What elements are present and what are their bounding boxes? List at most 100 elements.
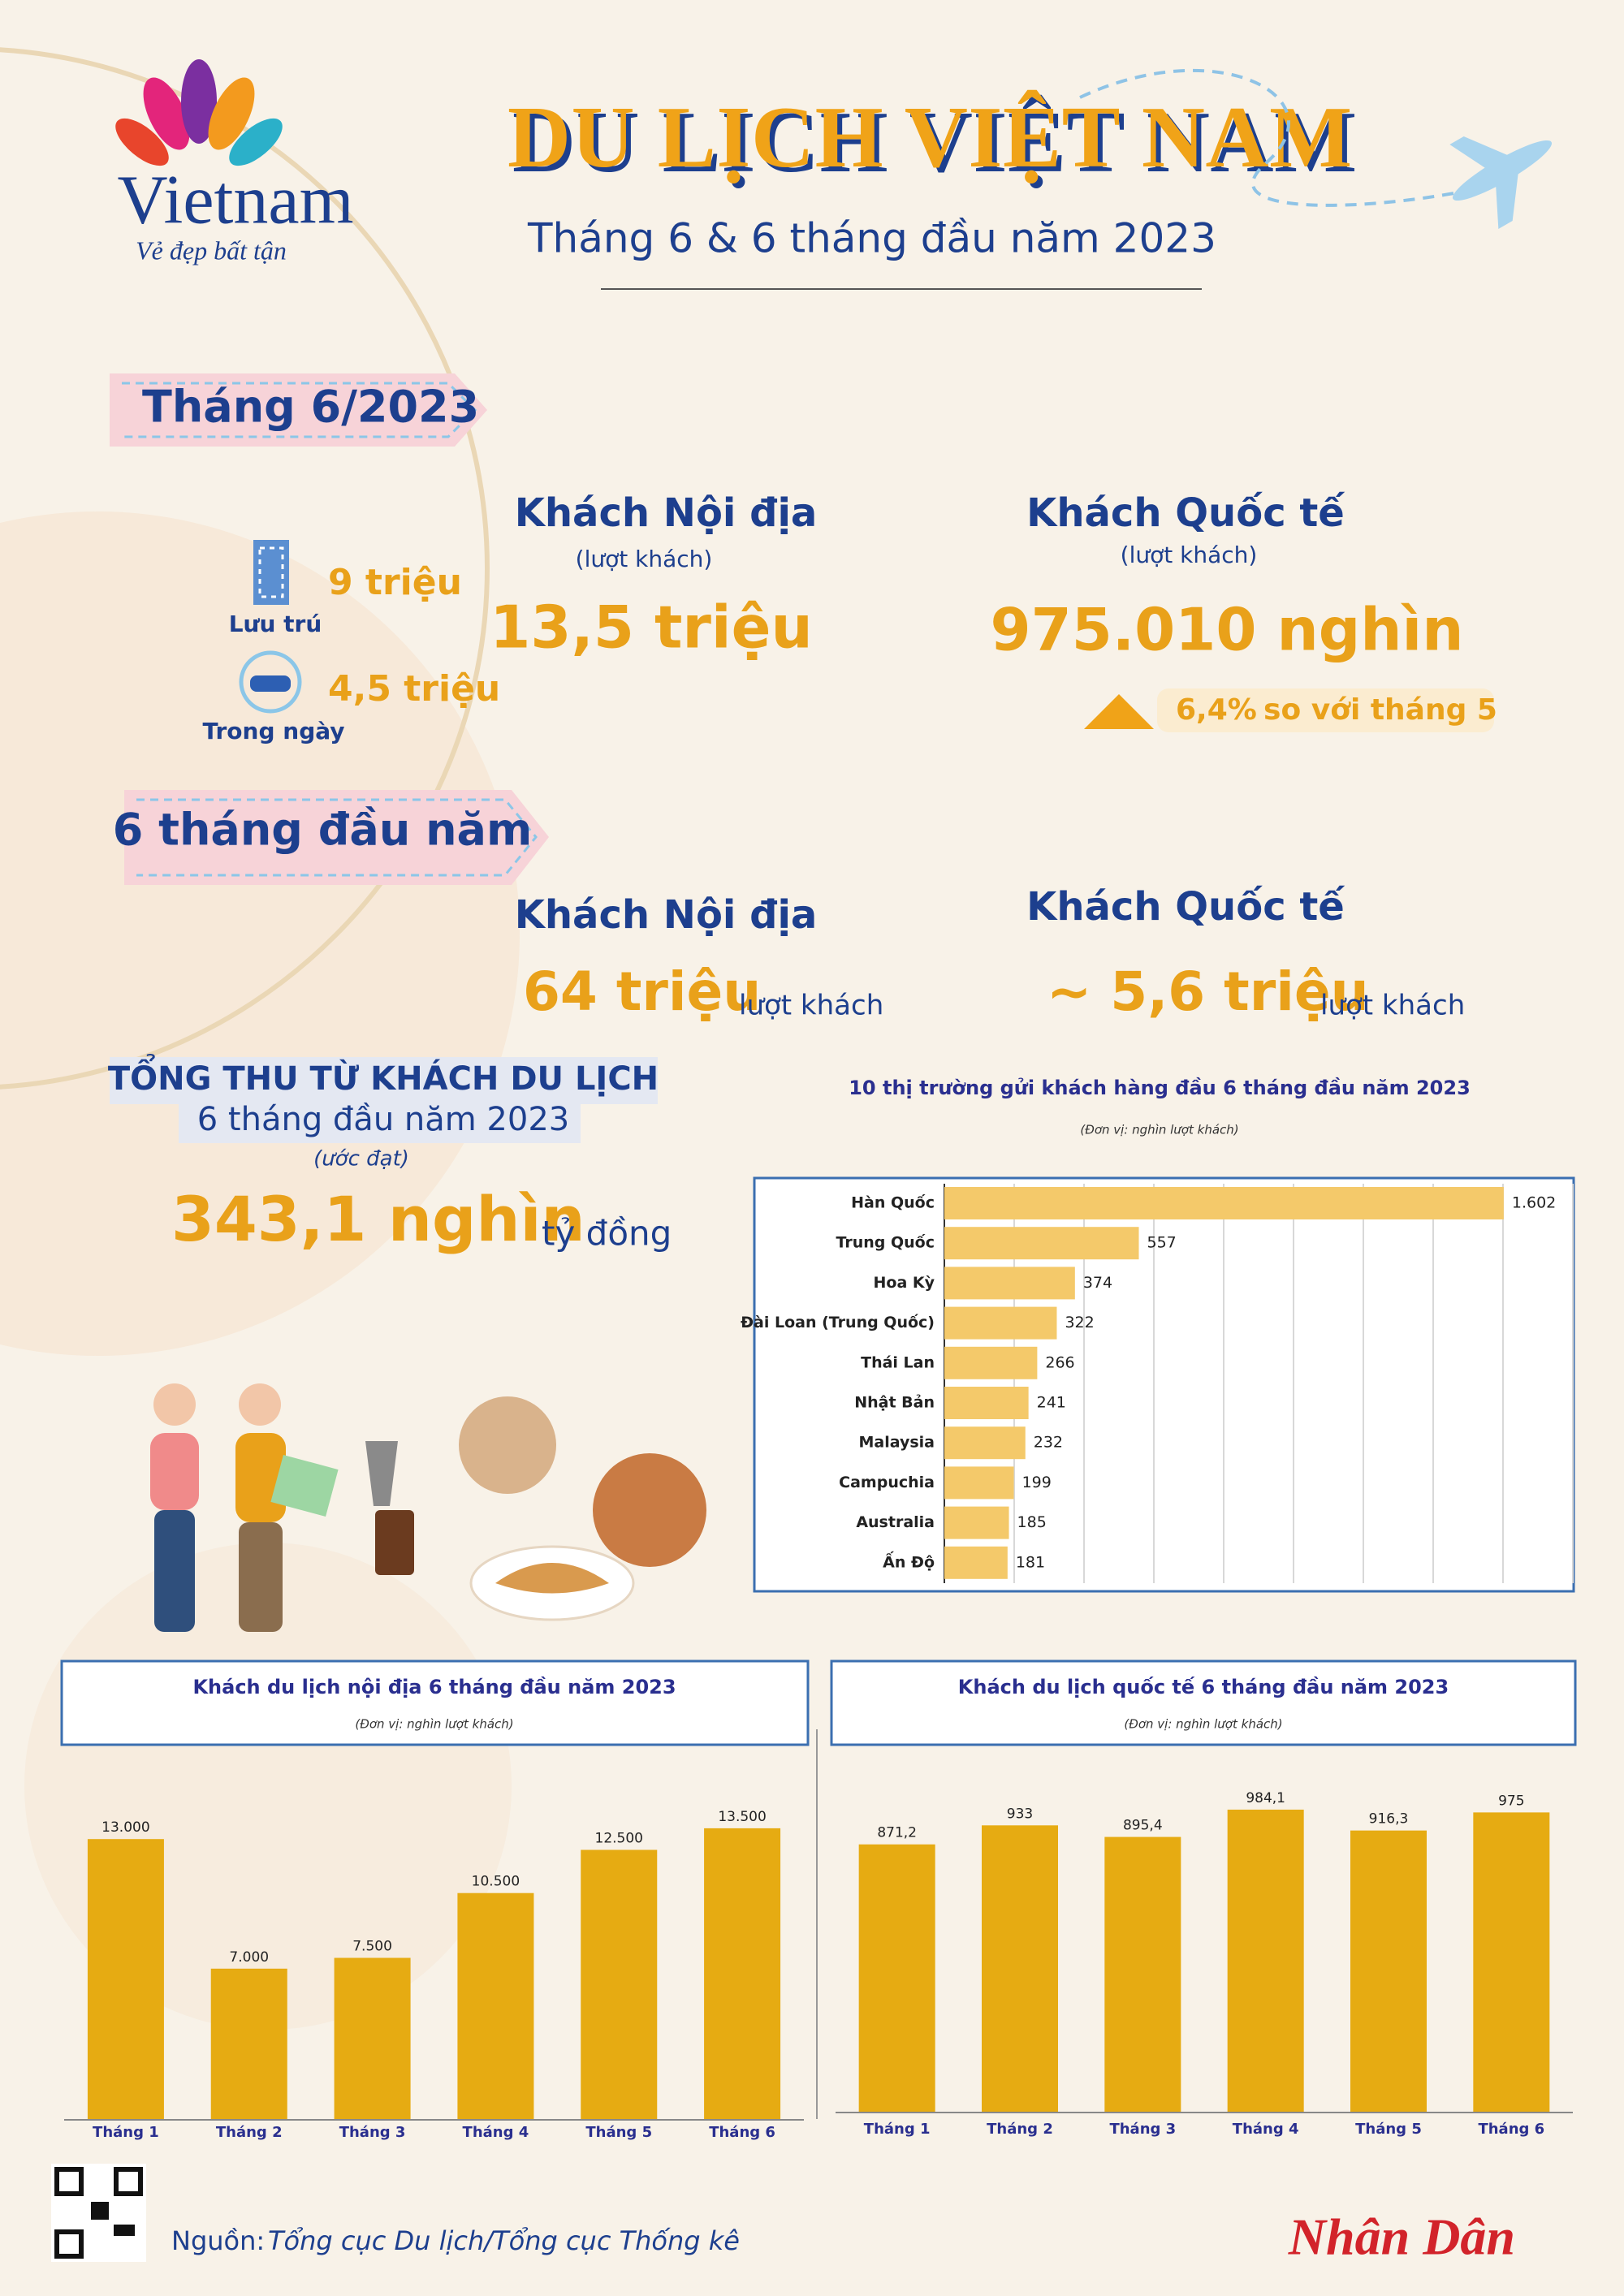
traveler-legs <box>154 1510 195 1632</box>
traveler-body <box>150 1433 199 1510</box>
revenue-unit: tỷ đồng <box>542 1214 672 1254</box>
car-icon <box>239 650 302 714</box>
decor-circle <box>0 511 520 1356</box>
bar <box>944 1187 1504 1219</box>
source: Tổng cục Du lịch/Tổng cục Thống kê <box>268 2225 740 2256</box>
bar <box>944 1346 1038 1379</box>
category-label: Campuchia <box>839 1474 935 1491</box>
revenue-box <box>110 1057 658 1104</box>
bar <box>581 1849 658 2120</box>
bar <box>1227 1809 1304 2113</box>
logo-slogan: Vẻ đẹp bất tận <box>136 235 287 265</box>
qr-module <box>91 2202 109 2220</box>
x-tick-label: Tháng 6 <box>1478 2121 1544 2138</box>
chart-title: Khách du lịch nội địa 6 tháng đầu năm 20… <box>192 1676 676 1698</box>
coffee-filter <box>365 1441 398 1506</box>
domestic-label: Khách Nội địa <box>515 892 818 938</box>
logo-name: Vietnam <box>118 161 354 239</box>
bar <box>210 1968 287 2120</box>
petal <box>143 77 190 150</box>
domestic-value: 13,5 triệu <box>490 593 812 662</box>
x-tick-label: Tháng 1 <box>864 2121 931 2138</box>
up-arrow <box>1084 694 1154 729</box>
category-label: Australia <box>856 1513 935 1531</box>
bar <box>944 1227 1139 1260</box>
category-label: Malaysia <box>858 1434 935 1452</box>
x-tick-label: Tháng 4 <box>1233 2121 1299 2138</box>
change-comparison: so với tháng 5 <box>1263 693 1497 727</box>
breakdown-value: 4,5 triệu <box>328 668 500 710</box>
banh-mi <box>495 1563 609 1594</box>
bar <box>334 1957 411 2120</box>
category-label: Hàn Quốc <box>851 1193 935 1212</box>
x-tick-label: Tháng 3 <box>339 2124 406 2141</box>
unit-label: (lượt khách) <box>1121 542 1258 568</box>
bar <box>1350 1830 1427 2113</box>
value-label: 199 <box>1022 1474 1052 1491</box>
qr-code <box>51 2164 146 2262</box>
flight-path <box>1079 69 1487 207</box>
value-label: 7.000 <box>229 1949 269 1966</box>
international-value: ~ 5,6 triệu <box>1047 960 1369 1023</box>
international-label: Khách Quốc tế <box>1026 884 1345 930</box>
revenue-period: 6 tháng đầu năm 2023 <box>197 1101 569 1138</box>
value-label: 13.500 <box>718 1809 766 1825</box>
value-label: 232 <box>1034 1434 1063 1452</box>
chart-title: 10 thị trường gửi khách hàng đầu 6 tháng… <box>849 1077 1471 1099</box>
value-label: 12.500 <box>595 1831 643 1847</box>
bar <box>858 1844 935 2113</box>
category-label: Hoa Kỳ <box>874 1274 935 1292</box>
title: DU LỊCH VIỆT NAM <box>508 89 1352 186</box>
x-tick-label: Tháng 5 <box>1355 2121 1422 2138</box>
unit-label: lượt khách <box>1320 990 1465 1022</box>
value-label: 185 <box>1017 1513 1047 1531</box>
bar <box>704 1828 781 2120</box>
illustration <box>150 1383 706 1632</box>
category-label: Đài Loan (Trung Quốc) <box>741 1313 935 1331</box>
value-label: 916,3 <box>1369 1811 1409 1828</box>
bar <box>944 1426 1026 1460</box>
source-label: Nguồn: <box>171 2225 265 2256</box>
value-label: 266 <box>1045 1353 1074 1371</box>
value-label: 933 <box>1007 1806 1033 1822</box>
plane-wing <box>1449 136 1520 229</box>
value-label: 871,2 <box>877 1825 917 1841</box>
value-label: 10.500 <box>472 1874 520 1890</box>
petal <box>115 118 169 166</box>
dish <box>459 1396 556 1494</box>
value-label: 374 <box>1083 1274 1112 1292</box>
value-label: 7.500 <box>352 1939 392 1955</box>
qr-finder <box>54 2167 84 2196</box>
value-label: 13.000 <box>102 1819 149 1836</box>
change-box <box>1157 688 1494 732</box>
bar <box>944 1546 1008 1579</box>
revenue-note: (ước đạt) <box>313 1147 409 1172</box>
petal <box>181 59 217 144</box>
chart-subtitle: (Đơn vị: nghìn lượt khách) <box>1080 1123 1238 1137</box>
traveler-head <box>239 1383 281 1426</box>
airplane-icon <box>1449 136 1553 229</box>
value-label: 557 <box>1147 1234 1177 1252</box>
x-tick-label: Tháng 3 <box>1109 2121 1176 2138</box>
change-value: 6,4% <box>1176 693 1257 727</box>
international-value: 975.010 nghìn <box>991 596 1464 664</box>
unit-label: (lượt khách) <box>576 546 713 572</box>
petal <box>208 77 255 150</box>
tag-box <box>110 373 487 447</box>
breakdown-value: 9 triệu <box>328 562 462 603</box>
chart-header-box <box>60 1659 810 1746</box>
category-label: Trung Quốc <box>836 1233 935 1252</box>
revenue-value: 343,1 nghìn <box>171 1183 585 1255</box>
breakdown-label: Lưu trú <box>229 611 322 637</box>
x-tick-label: Tháng 1 <box>93 2124 159 2141</box>
category-label: Nhật Bản <box>854 1394 935 1412</box>
chart-subtitle: (Đơn vị: nghìn lượt khách) <box>355 1717 513 1732</box>
title-shadow: DU LỊCH VIỆT NAM <box>512 94 1357 191</box>
bar <box>944 1387 1029 1419</box>
value-label: 322 <box>1065 1314 1094 1331</box>
chart-subtitle: (Đơn vị: nghìn lượt khách) <box>1124 1717 1282 1732</box>
cycle <box>239 650 302 714</box>
breakdown-label: Trong ngày <box>202 718 344 744</box>
